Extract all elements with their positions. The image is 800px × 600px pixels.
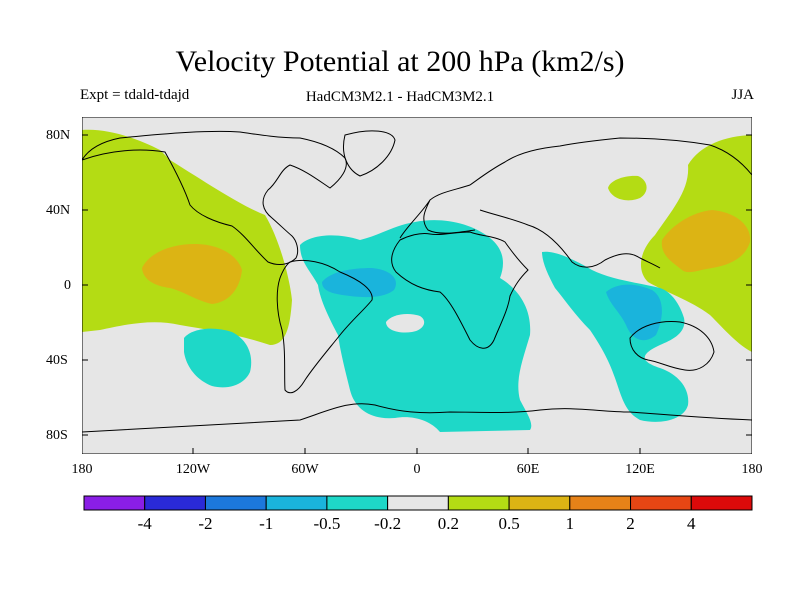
colorbar: [83, 495, 753, 511]
colorbar-label: 2: [626, 514, 635, 533]
colorbar-label: -0.5: [313, 514, 341, 533]
neutral-hole-south-atlantic: [386, 314, 425, 333]
positive-max-west-pacific: [661, 210, 751, 273]
colorbar-swatch: [387, 495, 449, 511]
lon-label-0: 0: [413, 462, 421, 477]
positive-region-central-asia: [608, 175, 647, 201]
colorbar-label: -2: [198, 514, 213, 533]
axis-ticks: [82, 134, 752, 454]
lat-label-40n: 40N: [46, 203, 71, 218]
chart-title: Velocity Potential at 200 hPa (km2/s): [175, 45, 625, 78]
colorbar-label: -0.2: [374, 514, 402, 533]
lon-label-60e: 60E: [516, 462, 540, 477]
positive-max-east-pacific: [142, 244, 242, 304]
colorbar-label: 4: [687, 514, 696, 533]
colorbar-label: -4: [137, 514, 152, 533]
colorbar-swatch: [204, 495, 267, 511]
lat-label-80s: 80S: [46, 428, 68, 443]
coastlines: [82, 130, 752, 433]
colorbar-swatch: [508, 495, 571, 511]
colorbar-swatch: [569, 495, 632, 511]
coastline-north-america: [82, 130, 347, 265]
colorbar-swatch: [265, 495, 328, 511]
lon-label-180e: 180: [741, 462, 763, 477]
model-label: HadCM3M2.1 - HadCM3M2.1: [305, 89, 495, 105]
colorbar-swatch: [690, 495, 753, 511]
lon-label-180w: 180: [71, 462, 93, 477]
lon-label-120w: 120W: [175, 462, 211, 477]
colorbar-label: 0.5: [498, 514, 520, 533]
negative-center-maritime-continent: [606, 284, 662, 341]
season-label: JJA: [731, 87, 754, 103]
experiment-label: Expt = tdald-tdajd: [80, 87, 190, 103]
coastline-africa: [391, 231, 529, 349]
colorbar-swatch: [144, 495, 206, 511]
coastline-antarctica: [82, 403, 752, 433]
colorbar-swatch: [83, 495, 146, 511]
coastline-australia: [629, 321, 715, 371]
coastline-greenland: [343, 130, 396, 177]
negative-center-south-america: [322, 268, 396, 298]
lat-label-80n: 80N: [46, 128, 71, 143]
positive-region-east-pacific-north: [82, 129, 170, 160]
coastline-south-america: [276, 259, 373, 394]
colorbar-swatch: [630, 495, 692, 511]
lon-label-60w: 60W: [291, 462, 319, 477]
lat-label-40s: 40S: [46, 353, 68, 368]
negative-region-south-pacific: [184, 328, 252, 388]
colorbar-label: 0.2: [437, 514, 459, 533]
lon-label-120e: 120E: [625, 462, 655, 477]
colorbar-swatch: [326, 495, 389, 511]
colorbar-label: 1: [565, 514, 575, 533]
colorbar-swatch: [447, 495, 510, 511]
colorbar-label: -1: [259, 514, 274, 533]
positive-region-east-pacific: [82, 136, 292, 345]
lat-label-0: 0: [64, 278, 71, 293]
map-panel: [82, 117, 752, 454]
